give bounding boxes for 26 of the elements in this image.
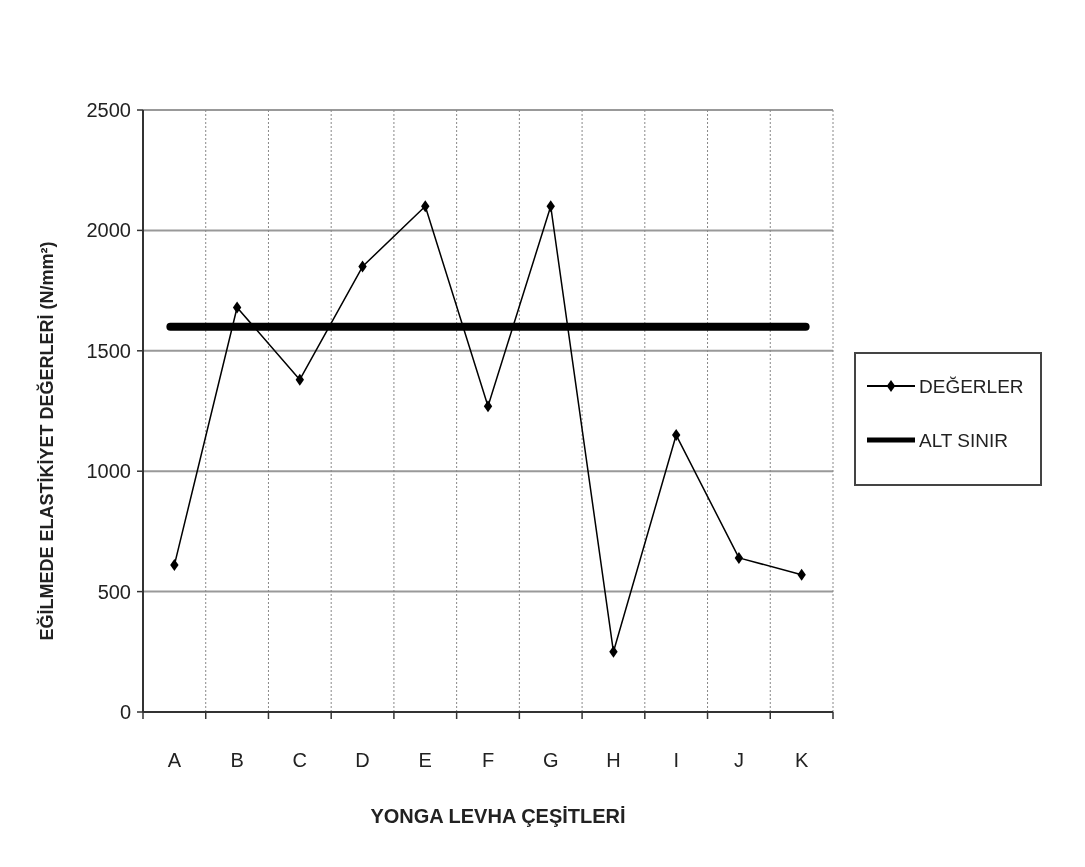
x-tick-label: F	[481, 749, 495, 771]
point	[734, 551, 744, 564]
y-tick-label: 1500	[86, 339, 131, 362]
y-tick-label: 1000	[86, 460, 131, 483]
point	[671, 429, 681, 442]
y-axis-title: EĞİLMEDE ELASTİKİYET DEĞERLERİ (N/mm²)	[36, 241, 57, 641]
x-tick-label: I	[673, 749, 679, 771]
y-tick-label: 0	[119, 701, 131, 723]
x-tick-label: K	[794, 749, 809, 771]
x-axis-title: YONGA LEVHA ÇEŞİTLERİ	[370, 805, 626, 827]
x-tick-label: E	[418, 749, 432, 771]
x-tick-label: J	[733, 749, 744, 771]
x-tick-label: G	[542, 749, 559, 771]
point	[295, 373, 305, 386]
x-tick-label: B	[230, 749, 244, 771]
point	[483, 400, 493, 413]
y-tick-label: 500	[97, 580, 131, 603]
y-tick-label: 2000	[86, 219, 131, 242]
x-tick-label: C	[292, 749, 308, 771]
x-tick-label: A	[167, 749, 182, 771]
y-tick-label: 2500	[86, 99, 131, 121]
legend-label: ALT SINIR	[919, 429, 1009, 451]
point	[232, 301, 242, 314]
x-tick-label: D	[355, 749, 370, 771]
x-tick-label: H	[606, 749, 621, 771]
legend-label: DEĞERLER	[919, 375, 1024, 397]
